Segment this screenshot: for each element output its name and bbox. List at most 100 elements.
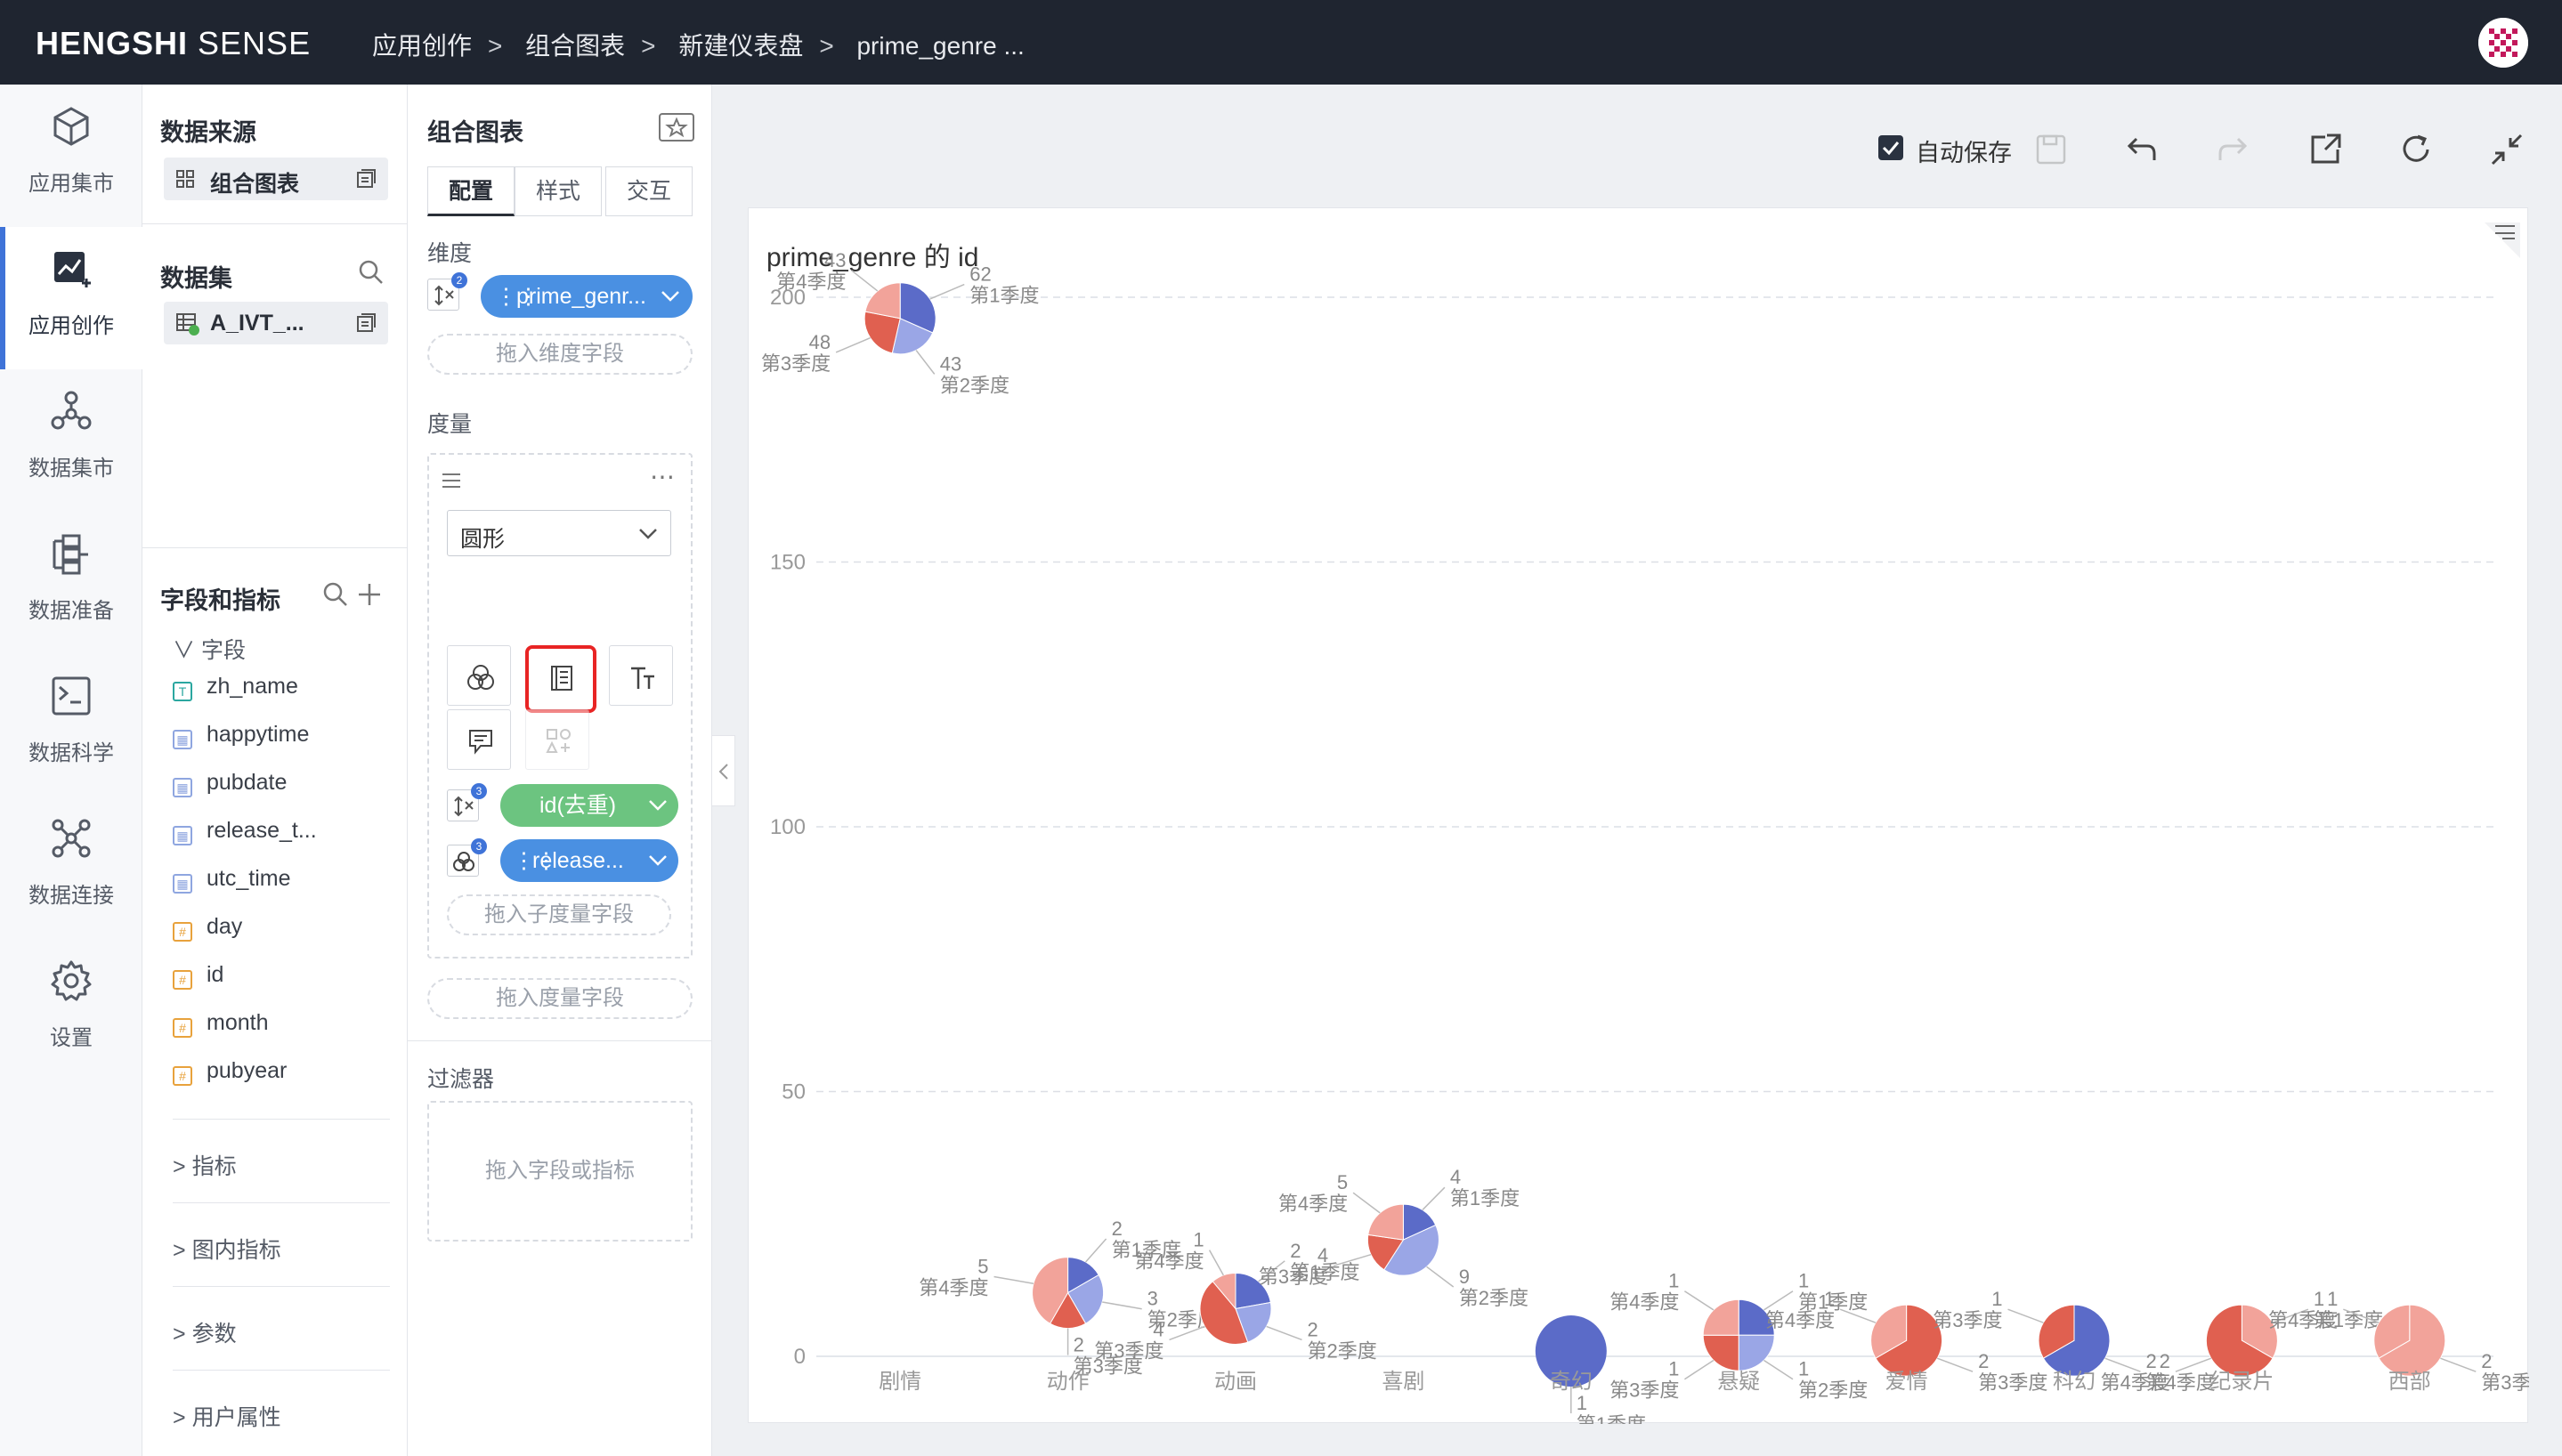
- save-icon[interactable]: [2033, 132, 2069, 167]
- field-item[interactable]: ▦ utc_time: [173, 866, 290, 894]
- redo-icon[interactable]: [2215, 132, 2250, 167]
- nav-item-settings[interactable]: 设置: [0, 939, 142, 1081]
- add-icon[interactable]: [356, 581, 383, 608]
- tooltip-mark-button[interactable]: [447, 709, 511, 770]
- search-icon[interactable]: [322, 581, 349, 608]
- tab-style[interactable]: 样式: [515, 166, 602, 216]
- pie-slice-label: 第4季度: [2268, 1309, 2338, 1331]
- nav-item-app-market[interactable]: 应用集市: [0, 85, 142, 227]
- pie-label-line: [1258, 1260, 1285, 1282]
- app-logo[interactable]: HENGSHI SENSE: [36, 25, 312, 61]
- measure-drop-zone[interactable]: 拖入度量字段: [427, 978, 693, 1019]
- pie-value-label: 1: [1668, 1358, 1679, 1380]
- filter-drop-zone[interactable]: 拖入字段或指标: [427, 1101, 693, 1242]
- tab-interaction[interactable]: 交互: [605, 166, 693, 216]
- x-category-label: 动画: [1214, 1370, 1257, 1394]
- tooltip-icon: [469, 730, 492, 755]
- pie-slice-label: 第1季度: [1798, 1291, 1868, 1314]
- y-tick-label: 50: [782, 1080, 806, 1104]
- color-mark-button[interactable]: [447, 645, 511, 706]
- sort-button[interactable]: 2: [427, 272, 467, 311]
- field-item[interactable]: ▦ release_t...: [173, 818, 317, 845]
- copy-icon[interactable]: [356, 169, 376, 189]
- calendar-icon: ▦: [173, 778, 192, 797]
- breadcrumb-item[interactable]: 应用创作: [372, 32, 473, 60]
- dropdown-corner-icon[interactable]: [2479, 217, 2522, 260]
- more-icon[interactable]: ⋯: [650, 463, 675, 490]
- pie-label-line: [1763, 1290, 1794, 1311]
- chart-card[interactable]: prime_genre 的 id 0 50 100 150 200 62 第1季度 43 第2季…: [748, 207, 2529, 1424]
- pie-slice: [2373, 1304, 2411, 1359]
- color-encoding-button[interactable]: 3: [447, 838, 487, 877]
- exit-fullscreen-icon[interactable]: [2489, 132, 2525, 167]
- field-item[interactable]: # id: [173, 962, 223, 990]
- breadcrumb: 应用创作 > 组合图表 > 新建仪表盘 > prime_genre ...: [372, 32, 1025, 60]
- autosave-checkbox[interactable]: [1878, 135, 1903, 160]
- sub-measure-drop-zone[interactable]: 拖入子度量字段: [447, 894, 671, 935]
- sort-button[interactable]: 3: [447, 783, 487, 821]
- x-category-label: 科幻: [2053, 1370, 2096, 1394]
- pie-label-line: [1169, 1325, 1205, 1341]
- pie-label-line: [2175, 1357, 2212, 1372]
- breadcrumb-item[interactable]: 新建仪表盘: [678, 32, 804, 60]
- sub-measure-pill[interactable]: ⋮⋮ release...: [500, 839, 678, 882]
- avatar[interactable]: [2478, 18, 2528, 68]
- refresh-icon[interactable]: [2398, 132, 2434, 167]
- search-icon[interactable]: [358, 259, 385, 286]
- dataset-chip[interactable]: A_IVT_...: [164, 302, 388, 344]
- x-category-label: 剧情: [879, 1370, 921, 1394]
- section-toggle-metrics[interactable]: > 指标: [173, 1154, 237, 1179]
- copy-icon[interactable]: [356, 313, 376, 333]
- fields-group-toggle[interactable]: ∨ 字段: [173, 638, 246, 663]
- calendar-icon: ▦: [173, 730, 192, 749]
- shape-select[interactable]: 圆形: [447, 510, 671, 556]
- dimension-pill[interactable]: ⋮⋮ prime_genr...: [481, 275, 693, 318]
- dimension-drop-zone[interactable]: 拖入维度字段: [427, 334, 693, 375]
- nav-item-app-create[interactable]: 应用创作: [0, 227, 142, 369]
- text-mark-button[interactable]: [609, 645, 673, 706]
- field-item[interactable]: ▦ pubdate: [173, 770, 287, 797]
- pie-label-line: [1936, 1357, 1974, 1372]
- breadcrumb-item[interactable]: 组合图表: [525, 32, 626, 60]
- pie-value-label: 1: [1798, 1358, 1809, 1380]
- undo-icon[interactable]: [2124, 132, 2160, 167]
- network-icon: [51, 391, 92, 430]
- nav-item-data-connect[interactable]: 数据连接: [0, 797, 142, 939]
- terminal-icon: [52, 676, 91, 716]
- star-icon[interactable]: [659, 113, 694, 142]
- panel-collapse-handle[interactable]: [712, 735, 735, 806]
- pie-slice-label: 第1季度: [1450, 1187, 1520, 1209]
- field-item[interactable]: ▦ happytime: [173, 722, 309, 749]
- label-mark-button[interactable]: [525, 645, 596, 713]
- field-item[interactable]: # month: [173, 1010, 268, 1038]
- pie-slice: [1066, 1274, 1105, 1324]
- chevron-right-icon: >: [173, 1322, 186, 1347]
- section-toggle-user-attrs[interactable]: > 用户属性: [173, 1405, 281, 1430]
- pie-value-label: 2: [2160, 1350, 2170, 1372]
- nav-item-data-prep[interactable]: 数据准备: [0, 512, 142, 654]
- chart-config-title: 组合图表: [427, 119, 523, 146]
- tab-config[interactable]: 配置: [427, 166, 515, 216]
- data-source-chip[interactable]: 组合图表: [164, 158, 388, 200]
- pie-slice: [1212, 1272, 1236, 1310]
- pie-label-line: [2272, 1308, 2309, 1323]
- share-icon[interactable]: [2307, 132, 2343, 167]
- section-toggle-chart-metrics[interactable]: > 图内指标: [173, 1238, 281, 1263]
- pie-slice: [1032, 1257, 1069, 1324]
- pie-label-line: [1426, 1266, 1455, 1288]
- x-category-label: 西部: [2388, 1370, 2431, 1394]
- nav-item-data-market[interactable]: 数据集市: [0, 369, 142, 512]
- menu-icon[interactable]: [440, 469, 463, 492]
- pie-slice-label: 第2季度: [1307, 1339, 1376, 1362]
- top-bar: HENGSHI SENSE 应用创作 > 组合图表 > 新建仪表盘 > prime_g…: [0, 0, 2562, 85]
- field-item[interactable]: # pubyear: [173, 1058, 287, 1086]
- drag-handle-icon: ⋮⋮: [513, 848, 557, 873]
- field-item[interactable]: # day: [173, 914, 242, 942]
- section-toggle-params[interactable]: > 参数: [173, 1322, 237, 1347]
- pie-label-line: [993, 1275, 1034, 1284]
- measure-pill[interactable]: id(去重): [500, 784, 678, 827]
- nav-item-data-science[interactable]: 数据科学: [0, 654, 142, 797]
- autosave-label: 自动保存: [1916, 140, 2012, 166]
- shape-mark-button[interactable]: [525, 709, 589, 770]
